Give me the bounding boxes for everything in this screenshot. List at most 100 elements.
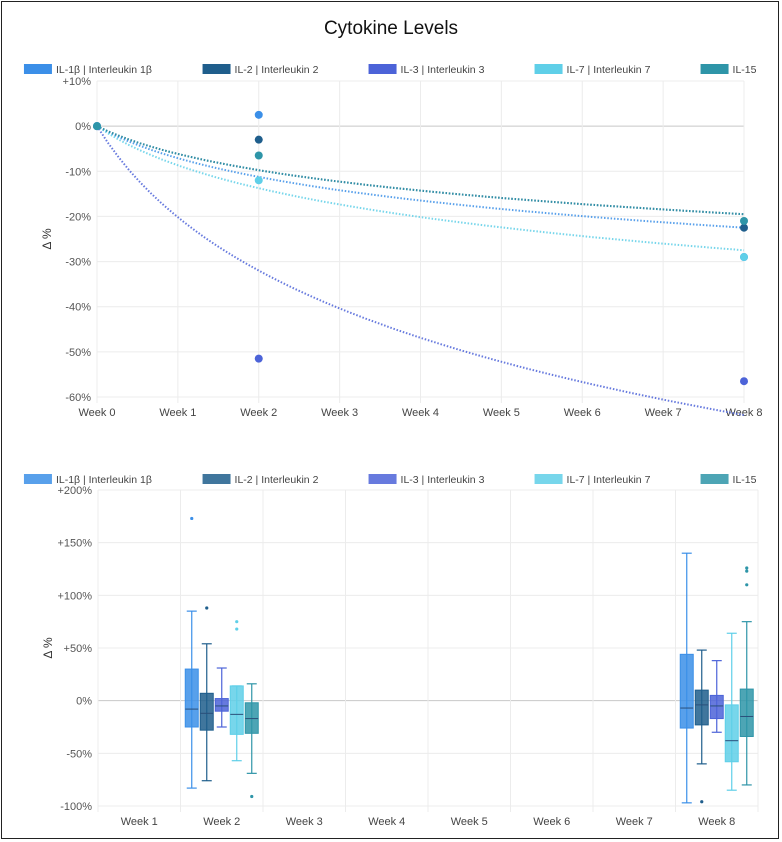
box-body [244,702,259,734]
y-tick-label: -100% [60,801,92,813]
box-il-1-interleukin-1-week-2 [184,516,199,789]
chart-title: Cytokine Levels [323,18,459,39]
x-tick-label-week-1: Week 1 [159,407,196,419]
data-point-il-7-interleukin-7 [254,176,263,185]
legend-swatch-il-15 [700,64,729,74]
box-body [709,694,724,720]
legend-swatch-il-2-interleukin-2 [202,64,231,74]
x-tick-label-week-6: Week 6 [564,407,601,419]
x-tick-label-week-4: Week 4 [402,407,439,419]
x-tick-label-week-7: Week 7 [616,816,653,828]
legend-label-il-2-interleukin-2: IL-2 | Interleukin 2 [235,474,319,486]
data-point-il-2-interleukin-2 [740,223,748,232]
outlier-point [745,583,749,587]
y-axis-label: Δ % [40,228,54,250]
box-il-7-interleukin-7-week-8 [724,632,739,791]
y-tick-label: -10% [65,166,91,178]
y-tick-label: -30% [65,257,91,269]
legend-label-il-15: IL-15 [733,64,757,76]
box-body [679,653,694,729]
data-point-il-7-interleukin-7 [740,253,748,262]
box-body [229,685,244,735]
y-tick-label: 0% [76,696,92,708]
x-tick-label-week-4: Week 4 [368,816,405,828]
legend-swatch-il-3-interleukin-3 [368,64,397,74]
y-tick-label: -20% [65,211,91,223]
box-body [724,704,739,763]
x-tick-label-week-7: Week 7 [645,407,682,419]
legend-label-il-7-interleukin-7: IL-7 | Interleukin 7 [567,474,651,486]
y-tick-label: +200% [57,485,92,497]
box-il-2-interleukin-2-week-2 [199,606,214,782]
legend-label-il-7-interleukin-7: IL-7 | Interleukin 7 [567,64,651,76]
data-point-il-15 [93,122,101,131]
trendline-il-7-interleukin-7 [96,125,745,252]
legend-swatch-il-7-interleukin-7 [534,474,563,484]
legend-swatch-il-1-interleukin-1 [23,64,52,74]
data-point-il-15 [254,151,263,160]
legend-swatch-il-1-interleukin-1 [23,474,52,484]
trendline-il-15 [96,125,745,216]
box-body [214,698,229,712]
outlier-point [250,794,254,799]
box-il-3-interleukin-3-week-2 [214,667,229,728]
legend-label-il-1-interleukin-1: IL-1β | Interleukin 1β [56,64,152,76]
scatter-chart: IL-1β | Interleukin 1β IL-2 | Interleukin… [23,64,763,419]
legend-label-il-1-interleukin-1: IL-1β | Interleukin 1β [56,474,152,486]
box-il-1-interleukin-1-week-8 [679,552,694,804]
y-tick-label: -50% [65,347,91,359]
y-tick-label: -60% [65,392,91,404]
legend-swatch-il-7-interleukin-7 [534,64,563,74]
x-tick-label-week-6: Week 6 [533,816,570,828]
x-tick-label-week-5: Week 5 [451,816,488,828]
trendline-il-1-interleukin-1 [96,125,745,229]
legend-label-il-3-interleukin-3: IL-3 | Interleukin 3 [401,64,485,76]
legend-label-il-15: IL-15 [733,474,757,486]
x-tick-label-week-8: Week 8 [698,816,735,828]
box-il-15-week-2 [244,683,259,799]
x-tick-label-week-3: Week 3 [321,407,358,419]
outlier-point [235,627,239,631]
x-tick-label-week-5: Week 5 [483,407,520,419]
x-tick-label-week-8: Week 8 [725,407,762,419]
y-tick-label: 0% [75,121,91,133]
box-body [199,692,214,731]
outlier-point [700,800,704,804]
outlier-point [205,606,209,610]
box-body [184,668,199,728]
x-tick-label-week-0: Week 0 [78,407,115,419]
y-tick-label: +10% [63,76,92,88]
y-tick-label: +50% [64,643,93,655]
box-body [694,689,709,726]
data-point-il-2-interleukin-2 [254,135,263,144]
legend-swatch-il-15 [700,474,729,484]
data-point-il-3-interleukin-3 [254,354,263,363]
data-point-il-15 [740,216,748,225]
outlier-point [745,569,749,573]
legend-swatch-il-3-interleukin-3 [368,474,397,484]
data-point-il-1-interleukin-1 [254,110,263,119]
x-tick-label-week-2: Week 2 [240,407,277,419]
box-il-15-week-8 [739,566,754,786]
legend-label-il-3-interleukin-3: IL-3 | Interleukin 3 [401,474,485,486]
trendline-il-3-interleukin-3 [96,125,745,417]
x-tick-label-week-3: Week 3 [286,816,323,828]
legend-swatch-il-2-interleukin-2 [202,474,231,484]
box-il-2-interleukin-2-week-8 [694,649,709,804]
data-point-il-3-interleukin-3 [740,377,748,386]
outlier-point [190,516,194,521]
box-plot-chart: IL-1β | Interleukin 1β IL-2 | Interleukin… [23,474,759,828]
legend-label-il-2-interleukin-2: IL-2 | Interleukin 2 [235,64,319,76]
y-tick-label: +100% [57,590,92,602]
outlier-point [745,566,749,570]
y-axis-label: Δ % [41,637,55,659]
outlier-point [235,620,239,624]
x-tick-label-week-2: Week 2 [203,816,240,828]
box-body [739,688,754,737]
y-tick-label: +150% [57,538,92,550]
x-tick-label-week-1: Week 1 [121,816,158,828]
y-tick-label: -40% [65,302,91,314]
box-il-7-interleukin-7-week-2 [229,620,244,762]
